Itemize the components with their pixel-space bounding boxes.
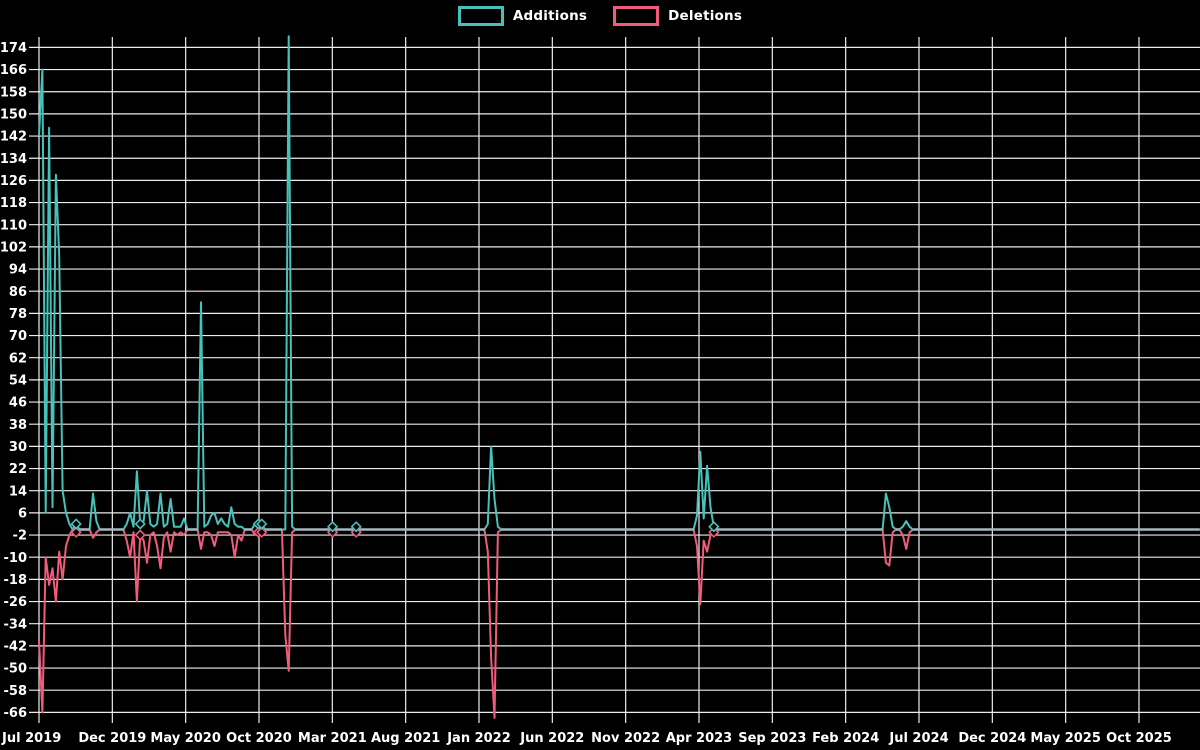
chart-legend: Additions Deletions xyxy=(0,6,1200,26)
x-tick-label: Jan 2022 xyxy=(446,731,511,746)
diamond-marker xyxy=(70,526,82,538)
y-tick-label: 110 xyxy=(0,218,27,233)
y-tick-label: 86 xyxy=(9,285,27,300)
y-tick-label: 134 xyxy=(0,152,27,167)
vertical-gridlines xyxy=(38,37,1140,723)
y-tick-label: -42 xyxy=(4,639,28,654)
y-tick-label: -10 xyxy=(4,551,28,566)
deletions-legend-label: Deletions xyxy=(668,8,743,24)
additions-series-path xyxy=(38,35,1200,531)
x-tick-label: Feb 2024 xyxy=(812,731,879,746)
y-tick-label: -66 xyxy=(4,706,28,721)
x-tick-label: Sep 2023 xyxy=(738,731,806,746)
y-tick-label: 30 xyxy=(9,440,27,455)
x-tick-label: Oct 2020 xyxy=(226,731,292,746)
y-tick-label: 54 xyxy=(9,373,27,388)
y-tick-label: -2 xyxy=(13,529,27,544)
y-tick-label: 22 xyxy=(9,462,27,477)
y-tick-label: 150 xyxy=(0,107,27,122)
x-axis-tick-labels: Jul 2019 Dec 2019 May 2020 Oct 2020 Mar 2021… xyxy=(1,731,1172,746)
additions-legend-label: Additions xyxy=(512,8,588,24)
x-tick-label: Jul 2024 xyxy=(888,731,948,746)
diamond-marker xyxy=(350,521,362,533)
deletions-swatch-icon xyxy=(613,6,660,26)
additions-line xyxy=(38,35,1200,531)
diamond-marker xyxy=(708,521,720,533)
y-tick-label: 78 xyxy=(9,307,27,322)
legend-item-additions[interactable]: Additions xyxy=(457,6,588,26)
diamond-marker xyxy=(256,526,268,538)
y-tick-label: 142 xyxy=(0,130,27,145)
y-tick-label: 174 xyxy=(0,41,27,56)
diamond-marker xyxy=(256,518,268,530)
diamond-marker xyxy=(134,518,146,530)
y-tick-label: -26 xyxy=(4,595,28,610)
y-tick-label: 6 xyxy=(18,506,27,521)
x-tick-label: Nov 2022 xyxy=(591,731,660,746)
y-tick-label: 38 xyxy=(9,418,27,433)
x-tick-label: Aug 2021 xyxy=(371,731,440,746)
diamond-marker xyxy=(326,521,339,533)
y-axis-tick-labels: -66-58-50-42-34-26-18-10-261422303846546… xyxy=(0,41,27,721)
point-markers xyxy=(70,518,720,541)
y-tick-label: -18 xyxy=(4,573,28,588)
x-tick-label: Jul 2019 xyxy=(1,731,61,746)
y-tick-label: -58 xyxy=(4,684,28,699)
y-tick-label: 94 xyxy=(9,263,27,278)
x-tick-label: Oct 2025 xyxy=(1106,731,1172,746)
horizontal-gridlines xyxy=(29,46,1200,713)
y-tick-label: -50 xyxy=(4,662,28,677)
additions-swatch-icon xyxy=(457,6,504,26)
x-tick-label: May 2025 xyxy=(1030,731,1101,746)
x-tick-label: Mar 2021 xyxy=(298,731,367,746)
y-tick-label: 102 xyxy=(0,240,27,255)
y-tick-label: -34 xyxy=(4,617,28,632)
y-tick-label: 70 xyxy=(9,329,27,344)
x-tick-label: Apr 2023 xyxy=(666,731,733,746)
x-tick-label: Dec 2024 xyxy=(958,731,1026,746)
diamond-marker xyxy=(70,518,82,530)
diamond-marker xyxy=(134,529,146,541)
legend-item-deletions[interactable]: Deletions xyxy=(613,6,742,26)
y-tick-label: 166 xyxy=(0,63,27,78)
x-tick-label: Dec 2019 xyxy=(78,731,146,746)
y-tick-label: 126 xyxy=(0,174,27,189)
x-tick-label: Jun 2022 xyxy=(519,731,584,746)
y-tick-label: 158 xyxy=(0,85,27,100)
x-tick-label: May 2020 xyxy=(150,731,221,746)
y-tick-label: 14 xyxy=(9,484,27,499)
y-tick-label: 46 xyxy=(9,396,27,411)
y-tick-label: 118 xyxy=(0,196,27,211)
y-tick-label: 62 xyxy=(9,351,27,366)
